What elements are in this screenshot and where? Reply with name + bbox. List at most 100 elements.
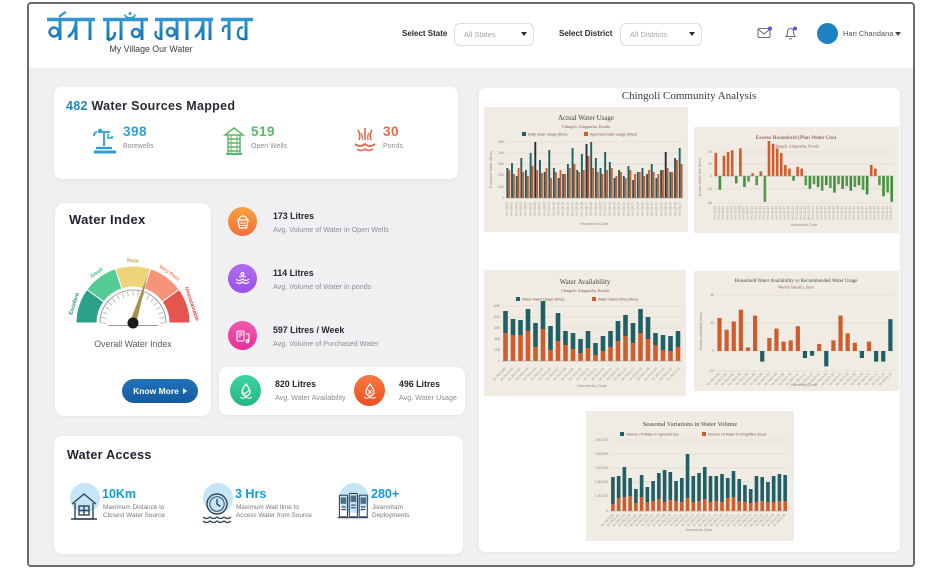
svg-text:HH-23-31: HH-23-31 xyxy=(840,206,844,220)
svg-text:HH-23-42: HH-23-42 xyxy=(885,206,889,220)
svg-text:Approved water usage (litres): Approved water usage (litres) xyxy=(590,133,637,137)
svg-text:40: 40 xyxy=(708,150,712,154)
svg-text:HH-23-20: HH-23-20 xyxy=(795,206,799,220)
svg-text:HH-23-00: HH-23-00 xyxy=(505,202,509,216)
svg-text:HH-23-33: HH-23-33 xyxy=(848,206,852,220)
svg-text:0: 0 xyxy=(498,359,500,363)
svg-text:HH-23-06: HH-23-06 xyxy=(533,202,537,216)
svg-text:HH-23-06: HH-23-06 xyxy=(738,206,742,220)
svg-text:20K: 20K xyxy=(498,173,505,177)
svg-text:HH-23-24: HH-23-24 xyxy=(811,206,815,220)
svg-text:3,00,000: 3,00,000 xyxy=(595,438,608,442)
svg-text:Chingoli, Alappuzha, Kerala: Chingoli, Alappuzha, Kerala xyxy=(562,124,610,130)
svg-text:HH-23-26: HH-23-26 xyxy=(627,202,631,216)
svg-text:HH-23-39: HH-23-39 xyxy=(873,206,877,220)
svg-text:HH-23-41: HH-23-41 xyxy=(881,206,885,220)
svg-text:HH-23-17: HH-23-17 xyxy=(783,206,787,220)
svg-text:Excess Household (Plan Water U: Excess Household (Plan Water Use) xyxy=(756,134,837,141)
svg-text:HH-23-16: HH-23-16 xyxy=(580,202,584,216)
svg-text:HH-23-40: HH-23-40 xyxy=(877,206,881,220)
svg-text:HH-23-27: HH-23-27 xyxy=(824,206,828,220)
svg-text:HH-23-26: HH-23-26 xyxy=(819,206,823,220)
svg-text:HH-23-08: HH-23-08 xyxy=(746,206,750,220)
svg-text:-20: -20 xyxy=(707,187,712,191)
svg-text:-20: -20 xyxy=(709,369,714,373)
svg-text:Water Rated (litre) (litres): Water Rated (litre) (litres) xyxy=(598,298,638,302)
svg-text:HH-23-11: HH-23-11 xyxy=(556,202,560,216)
svg-text:25K: 25K xyxy=(498,162,505,166)
svg-text:HH-23-23: HH-23-23 xyxy=(807,206,811,220)
svg-text:HH-23-37: HH-23-37 xyxy=(864,206,868,220)
svg-text:HH-23-10: HH-23-10 xyxy=(754,206,758,220)
svg-text:HH-23-04: HH-23-04 xyxy=(729,206,733,220)
svg-text:HH-23-34: HH-23-34 xyxy=(664,202,668,216)
svg-text:HH-23-07: HH-23-07 xyxy=(538,202,542,216)
svg-text:40K: 40K xyxy=(498,140,505,144)
svg-text:HH-23-31: HH-23-31 xyxy=(650,202,654,216)
svg-text:Thousand Water (litres): Thousand Water (litres) xyxy=(489,151,493,188)
svg-text:HH-23-15: HH-23-15 xyxy=(575,202,579,216)
svg-text:Daily water usage (litres): Daily water usage (litres) xyxy=(528,133,568,137)
svg-text:HH-23-20: HH-23-20 xyxy=(599,202,603,216)
svg-text:20: 20 xyxy=(710,321,714,325)
svg-text:Chingoli, Alappuzha, Kerala: Chingoli, Alappuzha, Kerala xyxy=(773,144,819,150)
svg-text:40: 40 xyxy=(710,293,714,297)
svg-text:HH-23-04: HH-23-04 xyxy=(524,202,528,216)
svg-text:Poor: Poor xyxy=(127,259,139,265)
svg-text:HH-23-36: HH-23-36 xyxy=(673,202,677,216)
svg-text:Actual Water Usage: Actual Water Usage xyxy=(558,114,614,122)
svg-text:HH-23-35: HH-23-35 xyxy=(856,206,860,220)
svg-text:HH-23-30: HH-23-30 xyxy=(645,202,649,216)
svg-text:HH-23-30: HH-23-30 xyxy=(836,206,840,220)
svg-text:HH-23-32: HH-23-32 xyxy=(655,202,659,216)
svg-text:HH-23-16: HH-23-16 xyxy=(779,206,783,220)
svg-text:Household Code: Household Code xyxy=(686,528,713,532)
svg-text:HH-23-17: HH-23-17 xyxy=(585,202,589,216)
svg-text:HH-23-08: HH-23-08 xyxy=(542,202,546,216)
svg-text:HH-23-11: HH-23-11 xyxy=(758,206,762,220)
svg-text:HH-23-28: HH-23-28 xyxy=(636,202,640,216)
svg-text:20: 20 xyxy=(708,162,712,166)
svg-text:HH-23-15: HH-23-15 xyxy=(774,206,778,220)
svg-text:30K: 30K xyxy=(498,151,505,155)
svg-text:0: 0 xyxy=(710,174,712,178)
svg-text:20K: 20K xyxy=(494,348,501,352)
svg-text:Household Code: Household Code xyxy=(791,223,818,227)
svg-text:HH-23-09: HH-23-09 xyxy=(547,202,551,216)
svg-text:Chingoli, Alappuzha, Kerala: Chingoli, Alappuzha, Kerala xyxy=(561,288,609,294)
svg-text:HH-23-09: HH-23-09 xyxy=(750,206,754,220)
svg-text:HH-23-36: HH-23-36 xyxy=(860,206,864,220)
svg-text:HH-23-14: HH-23-14 xyxy=(571,202,575,216)
svg-text:2,50,000: 2,50,000 xyxy=(595,452,608,456)
svg-text:HH-23-34: HH-23-34 xyxy=(852,206,856,220)
svg-text:HH-23-13: HH-23-13 xyxy=(766,206,770,220)
svg-text:Volume Of Water in himgrlifies: Volume Of Water in himgrlifies (l/sur) xyxy=(708,433,766,437)
svg-text:HH-23-00: HH-23-00 xyxy=(713,206,717,220)
svg-text:HH-23-02: HH-23-02 xyxy=(514,202,518,216)
svg-text:40K: 40K xyxy=(494,326,501,330)
svg-text:HH-23-29: HH-23-29 xyxy=(641,202,645,216)
svg-text:Seasonal Variations in Water V: Seasonal Variations in Water Volume xyxy=(643,421,738,428)
svg-text:HH-23-24: HH-23-24 xyxy=(617,202,621,216)
svg-text:HH-23-07: HH-23-07 xyxy=(742,206,746,220)
svg-text:0: 0 xyxy=(502,196,504,200)
svg-text:HH-23-29: HH-23-29 xyxy=(832,206,836,220)
svg-text:HH-23-25: HH-23-25 xyxy=(815,206,819,220)
svg-text:Household Water Availability v: Household Water Availability vs Recommen… xyxy=(735,279,859,284)
svg-text:1,50,000: 1,50,000 xyxy=(595,480,608,484)
svg-text:HH-23-21: HH-23-21 xyxy=(799,206,803,220)
svg-text:HH-23-03: HH-23-03 xyxy=(725,206,729,220)
svg-text:HH-23-37: HH-23-37 xyxy=(678,202,682,216)
svg-text:0: 0 xyxy=(712,349,714,353)
svg-text:2,00,000: 2,00,000 xyxy=(595,466,608,470)
svg-text:HH-23-38: HH-23-38 xyxy=(869,206,873,220)
svg-text:50K: 50K xyxy=(494,315,501,319)
svg-text:1,00,000: 1,00,000 xyxy=(595,494,608,498)
svg-text:HH-23-25: HH-23-25 xyxy=(622,202,626,216)
svg-text:HH-23-28: HH-23-28 xyxy=(828,206,832,220)
svg-text:Household_Code: Household_Code xyxy=(577,384,606,388)
svg-text:HH-23-32: HH-23-32 xyxy=(844,206,848,220)
svg-text:HH-23-18: HH-23-18 xyxy=(589,202,593,216)
svg-text:Water Rated Usage (litres): Water Rated Usage (litres) xyxy=(522,298,564,302)
svg-text:Household_Code: Household_Code xyxy=(791,383,817,387)
